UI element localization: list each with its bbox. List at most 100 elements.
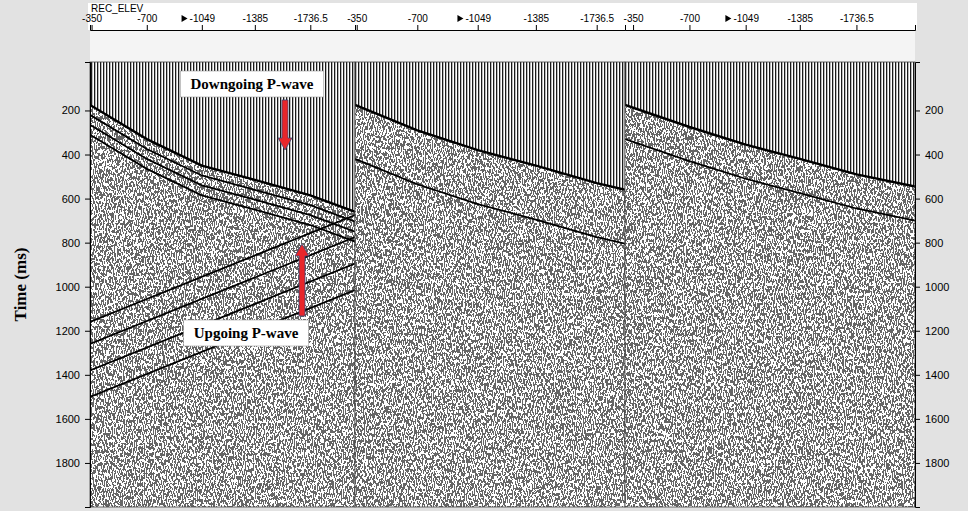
tick: 1600 — [56, 413, 90, 425]
panel: -350-700-1049-1385-1736.5200400600800100… — [11, 3, 356, 508]
tick: 200 — [915, 104, 943, 116]
tick-label: 400 — [62, 149, 80, 161]
trace-background — [625, 62, 915, 507]
tick: -700 — [137, 13, 157, 30]
tick-label: -1049 — [465, 13, 491, 24]
event-line — [90, 264, 355, 371]
tick: -350 — [82, 13, 102, 30]
tick-label: -1049 — [190, 13, 216, 24]
tick: 400 — [62, 149, 90, 161]
tick: -1049 — [457, 13, 491, 30]
event-line — [355, 159, 625, 244]
tick-mark — [85, 199, 90, 200]
tick-mark — [85, 331, 90, 332]
wavefield — [90, 105, 355, 507]
axis-line — [85, 63, 91, 508]
tick: -350 — [624, 13, 644, 30]
tick-mark — [746, 25, 747, 30]
frame — [625, 62, 915, 507]
tick-label: -700 — [408, 13, 428, 24]
tick: 1400 — [915, 369, 949, 381]
tick-label: 1600 — [925, 413, 949, 425]
tick: 600 — [62, 193, 90, 205]
tick-mark — [915, 331, 920, 332]
tick: 1000 — [56, 281, 90, 293]
tick: -1049 — [725, 13, 759, 30]
panel: -350 -700 -1049 -1385 -1736.5 — [347, 13, 625, 507]
frame — [355, 62, 625, 507]
tick-mark — [597, 25, 598, 30]
tick-mark — [85, 287, 90, 288]
wavefield-base — [355, 105, 625, 507]
chart: -350 -700 -1049 -1385 -1736.5 200 400 600 800 100… — [0, 0, 968, 511]
tick: 1800 — [915, 457, 949, 469]
axis-line — [91, 25, 356, 31]
tick-mark — [689, 25, 690, 30]
event-line — [90, 135, 355, 242]
tick: -1736.5 — [294, 13, 328, 30]
annotation-arrow — [295, 244, 309, 316]
trace-background — [90, 62, 355, 507]
tick-label: 1800 — [56, 457, 80, 469]
tick-label: -700 — [137, 13, 157, 24]
wavefield-base — [625, 105, 915, 507]
tick: 800 — [915, 237, 943, 249]
tick-mark — [915, 155, 920, 156]
tick-mark — [357, 25, 358, 30]
tick-mark — [85, 419, 90, 420]
marker-triangle — [457, 15, 463, 22]
tick-mark — [85, 463, 90, 464]
tick-mark — [85, 375, 90, 376]
x-axis-title: REC_ELEV — [91, 3, 144, 14]
annotation: Downgoing P-wave — [181, 71, 324, 150]
tick-mark — [915, 375, 920, 376]
tick: -1736.5 — [580, 13, 614, 30]
tick: 1600 — [915, 413, 949, 425]
tick: 400 — [915, 149, 943, 161]
tick-label: 1800 — [925, 457, 949, 469]
tick-label: 600 — [62, 193, 80, 205]
tick-label: 200 — [62, 104, 80, 116]
wavefield — [355, 105, 625, 507]
tick-label: 200 — [925, 104, 943, 116]
tick-label: -1736.5 — [580, 13, 614, 24]
tick-label: 400 — [925, 149, 943, 161]
tick-mark — [915, 243, 920, 244]
tick: -1385 — [524, 13, 550, 30]
axis-line — [356, 25, 626, 31]
plot-area — [625, 62, 915, 507]
tick: 1200 — [56, 325, 90, 337]
event-line — [90, 290, 355, 397]
tick-mark — [800, 25, 801, 30]
tick: 800 — [62, 237, 90, 249]
tick: 1200 — [915, 325, 949, 337]
annotation-box — [184, 320, 309, 346]
wavefield-base — [90, 105, 355, 507]
tick-mark — [915, 419, 920, 420]
annotation-text: Downgoing P-wave — [191, 76, 314, 92]
axis-line — [626, 25, 916, 31]
event-line — [90, 115, 355, 222]
annotation-box — [181, 71, 324, 97]
axis-line — [916, 63, 921, 508]
annotation-arrow — [278, 100, 292, 150]
tick-label: -1736.5 — [294, 13, 328, 24]
tick-mark — [915, 287, 920, 288]
tick-label: -350 — [347, 13, 367, 24]
frame — [90, 62, 355, 507]
tick-label: 1400 — [925, 369, 949, 381]
tick-label: -1385 — [788, 13, 814, 24]
tick: 1800 — [56, 457, 90, 469]
tick-label: 1200 — [925, 325, 949, 337]
tick-label: 1600 — [56, 413, 80, 425]
tick: -1385 — [788, 13, 814, 30]
event-line — [90, 125, 355, 232]
tick-mark — [915, 199, 920, 200]
tick: -700 — [680, 13, 700, 30]
event-line — [90, 237, 355, 344]
tick-mark — [255, 25, 256, 30]
tick-mark — [85, 110, 90, 111]
marker-triangle — [182, 15, 188, 22]
tick-label: 800 — [925, 237, 943, 249]
annotation: Upgoing P-wave — [184, 244, 309, 346]
